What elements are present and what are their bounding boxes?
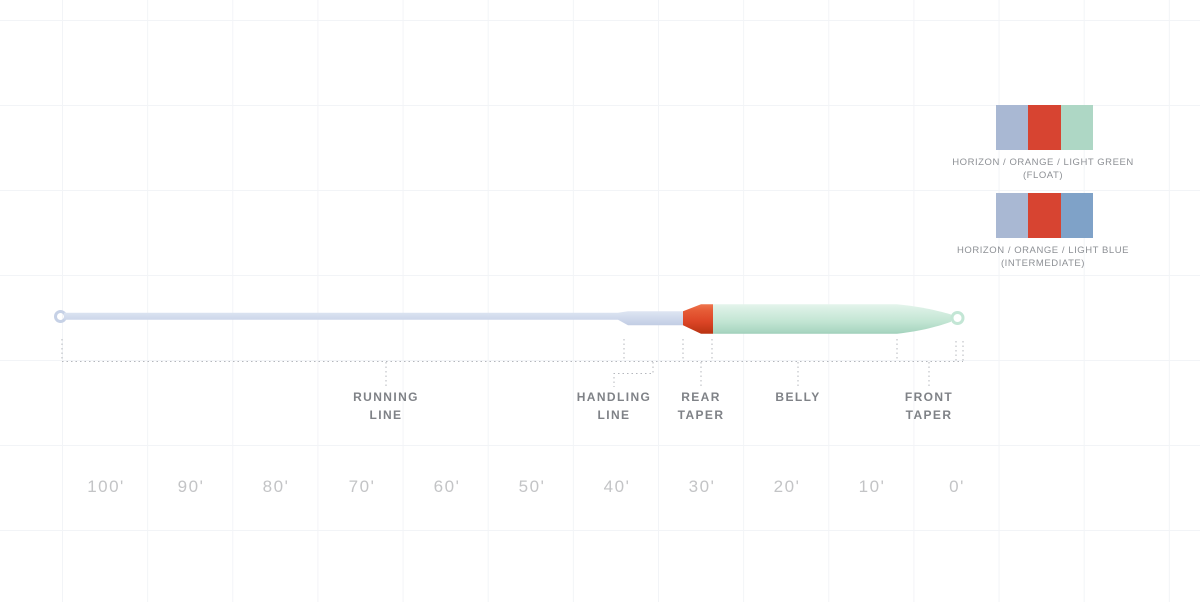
swatch-color-light-blue (1060, 193, 1093, 238)
ruler-tick-40: 40' (603, 477, 631, 496)
label-running-line: RUNNING LINE (353, 390, 419, 422)
swatch-color-horizon (996, 193, 1029, 238)
label-rear-taper: REAR TAPER (677, 390, 725, 422)
legend-swatch-float (996, 105, 1093, 150)
ruler-tick-30: 30' (688, 477, 716, 496)
label-handling-line: HANDLING LINE (576, 390, 652, 422)
ruler-tick-100: 100' (87, 477, 125, 496)
swatch-color-horizon (996, 105, 1029, 150)
ruler-tick-70: 70' (348, 477, 376, 496)
ruler-tick-90: 90' (177, 477, 205, 496)
ruler-tick-50: 50' (518, 477, 546, 496)
legend-swatch-intermediate (996, 193, 1093, 238)
label-belly: BELLY (775, 390, 821, 404)
swatch-color-orange (1028, 193, 1061, 238)
swatch-color-light-green (1060, 105, 1093, 150)
ruler-tick-60: 60' (433, 477, 461, 496)
legend-caption-float: HORIZON / ORANGE / LIGHT GREEN (FLOAT) (952, 157, 1134, 181)
legend-caption-intermediate: HORIZON / ORANGE / LIGHT BLUE (INTERMEDI… (956, 245, 1130, 269)
ruler-tick-80: 80' (262, 477, 290, 496)
ruler-tick-10: 10' (858, 477, 886, 496)
label-front-taper: FRONT TAPER (904, 390, 954, 422)
ruler-tick-20: 20' (773, 477, 801, 496)
ruler-tick-0: 0' (949, 477, 965, 496)
swatch-color-orange (1028, 105, 1061, 150)
